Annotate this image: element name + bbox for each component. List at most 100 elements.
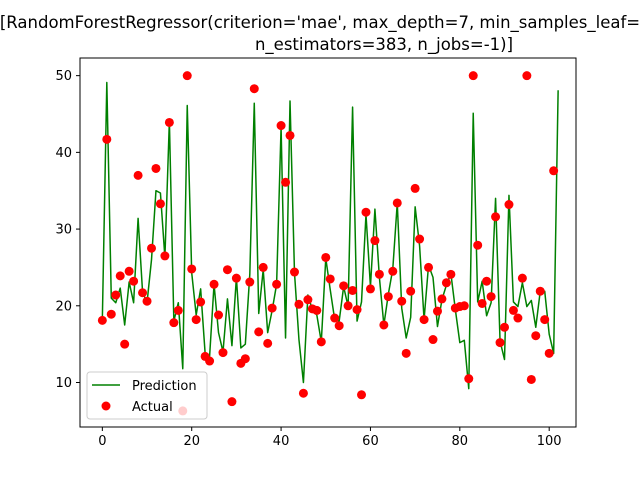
actual-point-11 <box>147 243 156 253</box>
actual-point-71 <box>415 234 425 244</box>
actual-point-64 <box>383 292 393 302</box>
actual-point-0 <box>97 315 107 325</box>
x-tick-label-40: 40 <box>273 434 290 449</box>
actual-point-98 <box>535 286 545 296</box>
actual-point-27 <box>218 348 228 358</box>
x-tick-label-20: 20 <box>183 434 200 449</box>
actual-point-61 <box>370 236 380 246</box>
actual-point-49 <box>316 337 326 347</box>
actual-point-44 <box>294 299 304 309</box>
actual-point-3 <box>111 290 121 300</box>
axes-frame <box>79 57 577 428</box>
actual-point-66 <box>392 198 402 208</box>
actual-point-96 <box>526 374 536 384</box>
actual-point-48 <box>312 305 322 315</box>
legend-actual-swatch <box>101 401 111 411</box>
actual-point-69 <box>406 286 416 296</box>
actual-point-93 <box>513 313 523 323</box>
actual-point-20 <box>187 264 197 274</box>
actual-point-82 <box>464 374 474 384</box>
actual-point-75 <box>432 306 442 316</box>
actual-point-84 <box>473 240 483 250</box>
actual-point-57 <box>352 305 362 315</box>
actual-point-37 <box>263 338 273 348</box>
actual-point-26 <box>214 310 224 320</box>
y-tick-label-20: 20 <box>55 299 72 314</box>
actual-point-24 <box>205 356 215 366</box>
actual-point-100 <box>544 348 554 358</box>
actual-point-52 <box>330 313 340 323</box>
x-axis: 0 20 40 60 80 100 <box>98 427 562 449</box>
actual-point-94 <box>517 273 527 283</box>
actual-point-35 <box>254 327 264 337</box>
plot-area <box>97 71 559 416</box>
actual-point-28 <box>222 265 232 275</box>
actual-point-54 <box>339 281 349 291</box>
actual-point-65 <box>388 266 398 276</box>
actual-point-87 <box>486 292 496 302</box>
x-tick-label-60: 60 <box>362 434 379 449</box>
actual-point-90 <box>500 322 509 332</box>
actual-point-9 <box>138 288 148 298</box>
actual-point-5 <box>120 339 130 349</box>
actual-point-45 <box>298 388 308 398</box>
actual-point-76 <box>437 294 447 304</box>
actual-point-42 <box>285 130 295 140</box>
actual-point-63 <box>379 320 389 330</box>
actual-point-86 <box>482 276 492 286</box>
actual-point-53 <box>334 321 344 331</box>
x-tick-label-100: 100 <box>537 434 562 449</box>
actual-point-22 <box>196 297 206 307</box>
actual-point-8 <box>133 170 143 180</box>
actual-point-34 <box>249 84 259 94</box>
actual-point-16 <box>169 318 179 328</box>
actual-point-74 <box>428 335 438 345</box>
actual-point-62 <box>374 269 384 279</box>
actual-point-59 <box>361 207 371 217</box>
legend-actual-label: Actual <box>132 400 173 415</box>
y-tick-label-40: 40 <box>55 146 72 161</box>
actual-point-43 <box>289 267 299 277</box>
actual-point-92 <box>508 305 518 315</box>
actual-point-25 <box>209 279 219 289</box>
actual-point-14 <box>160 251 170 261</box>
actual-point-46 <box>303 295 313 305</box>
actual-point-81 <box>459 301 469 311</box>
legend-prediction-label: Prediction <box>132 379 197 394</box>
actual-point-1 <box>102 134 112 144</box>
actual-point-51 <box>325 274 335 284</box>
actual-point-4 <box>115 271 125 281</box>
y-tick-label-50: 50 <box>55 69 72 84</box>
y-tick-label-10: 10 <box>55 376 72 391</box>
actual-point-67 <box>397 296 407 306</box>
actual-point-89 <box>495 338 505 348</box>
y-tick-label-30: 30 <box>55 223 72 238</box>
actual-point-6 <box>124 266 134 276</box>
actual-point-83 <box>468 71 478 81</box>
actual-point-39 <box>272 279 282 289</box>
actual-point-30 <box>231 273 241 283</box>
actual-point-32 <box>240 354 250 364</box>
chart-title-line-2: n_estimators=383, n_jobs=-1)] <box>255 35 513 55</box>
x-tick-label-80: 80 <box>452 434 469 449</box>
actual-point-91 <box>504 200 514 210</box>
actual-point-72 <box>419 315 429 325</box>
actual-point-33 <box>245 277 255 287</box>
actual-point-101 <box>549 166 559 176</box>
chart-title-line-1: [RandomForestRegressor(criterion='mae', … <box>0 13 640 33</box>
actual-point-88 <box>491 212 501 222</box>
actual-point-77 <box>441 278 451 288</box>
actual-point-2 <box>106 309 116 319</box>
actual-point-56 <box>348 285 358 295</box>
legend: Prediction Actual <box>86 371 208 420</box>
actual-point-29 <box>227 397 237 407</box>
actual-point-40 <box>276 121 286 131</box>
actual-point-73 <box>424 262 434 272</box>
actual-point-41 <box>281 177 291 187</box>
actual-point-38 <box>267 303 277 313</box>
actual-point-85 <box>477 298 487 308</box>
actual-point-36 <box>258 262 268 272</box>
actual-point-97 <box>531 331 541 341</box>
actual-point-99 <box>540 315 550 325</box>
